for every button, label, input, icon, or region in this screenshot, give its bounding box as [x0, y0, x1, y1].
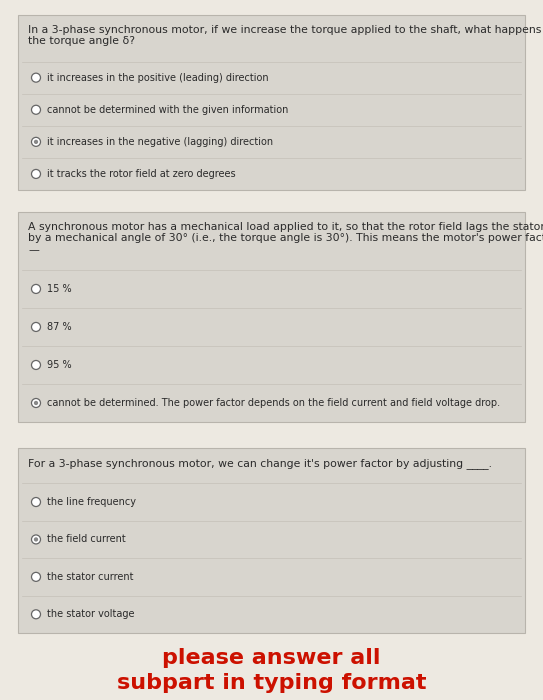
Text: the torque angle δ?: the torque angle δ? [28, 36, 135, 46]
Text: please answer all
subpart in typing format: please answer all subpart in typing form… [117, 648, 426, 693]
Text: by a mechanical angle of 30° (i.e., the torque angle is 30°). This means the mot: by a mechanical angle of 30° (i.e., the … [28, 233, 543, 244]
Circle shape [31, 323, 41, 332]
Text: the stator voltage: the stator voltage [47, 609, 135, 620]
Text: In a 3-phase synchronous motor, if we increase the torque applied to the shaft, : In a 3-phase synchronous motor, if we in… [28, 25, 543, 35]
Circle shape [34, 140, 38, 144]
Text: the line frequency: the line frequency [47, 497, 136, 507]
Text: For a 3-phase synchronous motor, we can change it's power factor by adjusting __: For a 3-phase synchronous motor, we can … [28, 458, 492, 469]
Circle shape [34, 401, 38, 405]
FancyBboxPatch shape [18, 212, 525, 422]
Text: it increases in the negative (lagging) direction: it increases in the negative (lagging) d… [47, 137, 273, 147]
Circle shape [34, 538, 38, 542]
Text: 15 %: 15 % [47, 284, 72, 294]
Circle shape [31, 535, 41, 544]
Text: the stator current: the stator current [47, 572, 134, 582]
Text: 87 %: 87 % [47, 322, 72, 332]
Circle shape [31, 74, 41, 82]
Text: —: — [28, 244, 39, 255]
Circle shape [31, 498, 41, 507]
Circle shape [31, 610, 41, 619]
FancyBboxPatch shape [18, 448, 525, 633]
Text: it tracks the rotor field at zero degrees: it tracks the rotor field at zero degree… [47, 169, 236, 179]
Text: cannot be determined. The power factor depends on the field current and field vo: cannot be determined. The power factor d… [47, 398, 500, 408]
Circle shape [31, 105, 41, 114]
Text: A synchronous motor has a mechanical load applied to it, so that the rotor field: A synchronous motor has a mechanical loa… [28, 222, 543, 232]
Text: the field current: the field current [47, 534, 126, 545]
Text: it increases in the positive (leading) direction: it increases in the positive (leading) d… [47, 73, 269, 83]
Circle shape [31, 398, 41, 407]
Circle shape [31, 360, 41, 370]
Text: cannot be determined with the given information: cannot be determined with the given info… [47, 105, 288, 115]
Circle shape [31, 137, 41, 146]
Circle shape [31, 169, 41, 178]
Circle shape [31, 284, 41, 293]
FancyBboxPatch shape [18, 15, 525, 190]
Text: 95 %: 95 % [47, 360, 72, 370]
Circle shape [31, 573, 41, 582]
